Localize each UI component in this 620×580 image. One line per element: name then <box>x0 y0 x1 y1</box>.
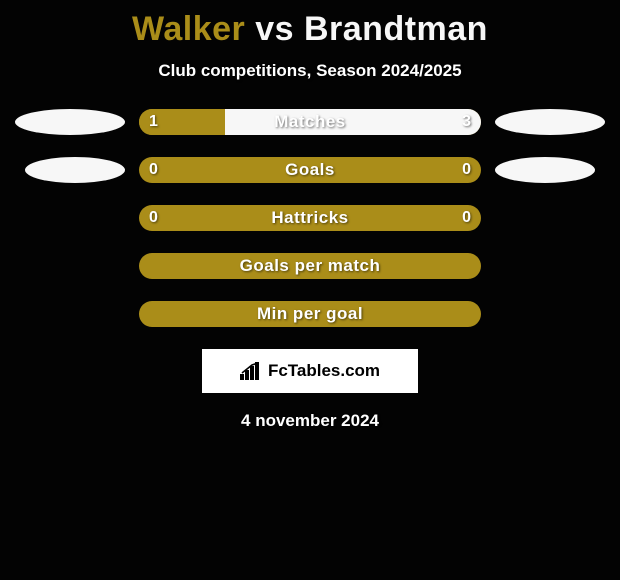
source-logo-text: FcTables.com <box>268 361 380 381</box>
chart-icon <box>240 362 262 380</box>
stat-row: Min per goal <box>0 301 620 327</box>
player-left-name: Walker <box>132 10 245 48</box>
source-logo: FcTables.com <box>202 349 418 393</box>
player-left-marker <box>25 157 125 183</box>
subtitle: Club competitions, Season 2024/2025 <box>0 61 620 81</box>
stat-bar: Min per goal <box>139 301 481 327</box>
stat-label: Min per goal <box>139 301 481 327</box>
vs-separator: vs <box>245 10 304 48</box>
stat-label: Hattricks <box>139 205 481 231</box>
stat-label: Matches <box>139 109 481 135</box>
player-right-marker <box>495 109 605 135</box>
stat-bar: 00Goals <box>139 157 481 183</box>
player-right-name: Brandtman <box>304 10 488 48</box>
stat-row: Goals per match <box>0 253 620 279</box>
stat-row: 00Hattricks <box>0 205 620 231</box>
player-right-marker <box>495 157 595 183</box>
player-left-marker <box>15 109 125 135</box>
stat-row: 13Matches <box>0 109 620 135</box>
stats-container: 13Matches 00Goals 00Hattricks Goals per mat… <box>0 109 620 327</box>
stat-label: Goals <box>139 157 481 183</box>
stat-row: 00Goals <box>0 157 620 183</box>
stat-bar: Goals per match <box>139 253 481 279</box>
stat-label: Goals per match <box>139 253 481 279</box>
stat-bar: 13Matches <box>139 109 481 135</box>
stat-bar: 00Hattricks <box>139 205 481 231</box>
snapshot-date: 4 november 2024 <box>0 411 620 431</box>
page-title: Walker vs Brandtman <box>0 0 620 49</box>
